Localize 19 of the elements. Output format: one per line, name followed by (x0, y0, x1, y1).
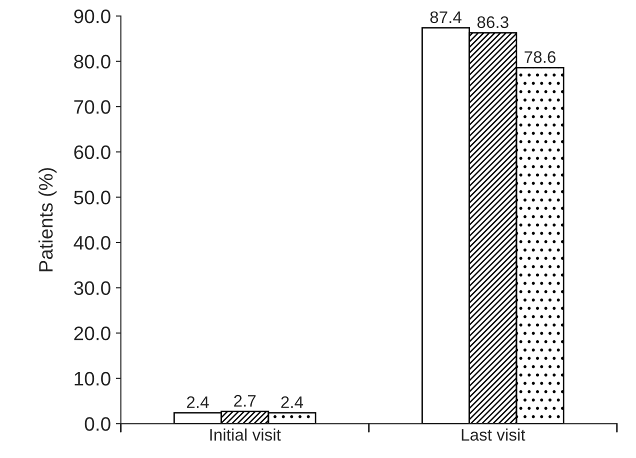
y-tick-label: 80.0 (74, 54, 110, 69)
y-tick-label: 0.0 (84, 417, 110, 431)
y-tick-label: 30.0 (74, 281, 110, 296)
data-label: 86.3 (477, 16, 508, 28)
y-tick-label: 10.0 (74, 372, 110, 386)
y-tick-label: 90.0 (74, 10, 110, 24)
data-label: 87.4 (430, 11, 462, 24)
y-tick-label: 40.0 (74, 236, 110, 250)
y-tick-label: 60.0 (74, 145, 110, 160)
data-label: 2.4 (281, 396, 304, 408)
y-axis-title: Patients (%) (38, 168, 57, 272)
x-tick-label: Initial visit (210, 428, 281, 441)
x-tick-label: Last visit (462, 428, 526, 441)
data-label: 2.7 (234, 394, 256, 407)
y-tick-label: 20.0 (74, 326, 110, 340)
data-label: 78.6 (524, 51, 556, 63)
data-label: 2.4 (186, 396, 209, 408)
y-tick-label: 50.0 (74, 190, 110, 204)
y-tick-label: 70.0 (74, 100, 110, 114)
